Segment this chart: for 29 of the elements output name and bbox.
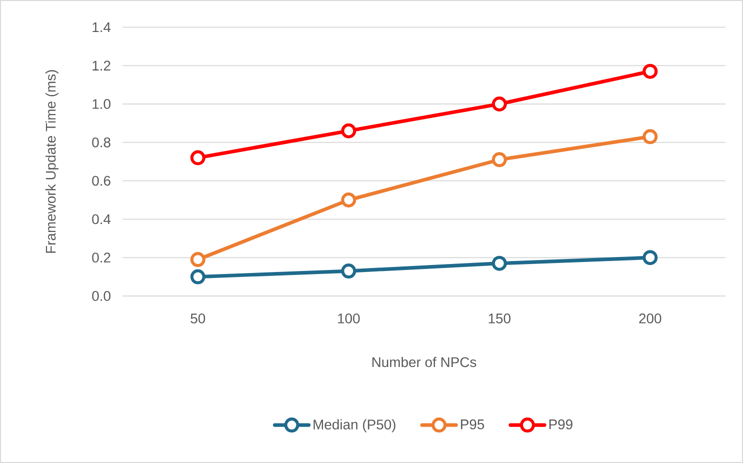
point bbox=[341, 123, 356, 138]
y-tick-label: 1.2 bbox=[92, 60, 110, 70]
y-tick-label: 0.0 bbox=[92, 291, 110, 301]
y-tick-label: 1.4 bbox=[92, 22, 111, 32]
x-tick-label: 100 bbox=[338, 314, 360, 324]
point bbox=[492, 152, 507, 168]
point bbox=[642, 129, 658, 144]
point bbox=[492, 96, 507, 112]
legend-label: P95 bbox=[460, 419, 484, 430]
y-tick-label: 0.4 bbox=[92, 214, 111, 224]
point bbox=[341, 192, 356, 208]
y-axis-title: Framework Update Time (ms) bbox=[45, 70, 58, 253]
x-tick-label: 50 bbox=[190, 314, 206, 324]
y-tick-label: 1.0 bbox=[92, 99, 110, 109]
point bbox=[492, 256, 507, 271]
y-tick-label: 0.2 bbox=[92, 252, 110, 263]
point bbox=[642, 250, 658, 266]
point bbox=[190, 269, 206, 284]
x-axis-title: Number of NPCs bbox=[372, 356, 476, 368]
point bbox=[642, 64, 658, 79]
point bbox=[190, 252, 206, 268]
legend-label: P99 bbox=[549, 419, 572, 430]
point bbox=[341, 264, 356, 279]
x-tick-label: 200 bbox=[639, 314, 662, 324]
point bbox=[190, 150, 206, 166]
y-tick-label: 0.6 bbox=[92, 176, 110, 186]
x-tick-label: 150 bbox=[488, 314, 510, 324]
y-tick-label: 0.8 bbox=[92, 137, 110, 148]
legend-label: Median (P50) bbox=[314, 419, 396, 432]
